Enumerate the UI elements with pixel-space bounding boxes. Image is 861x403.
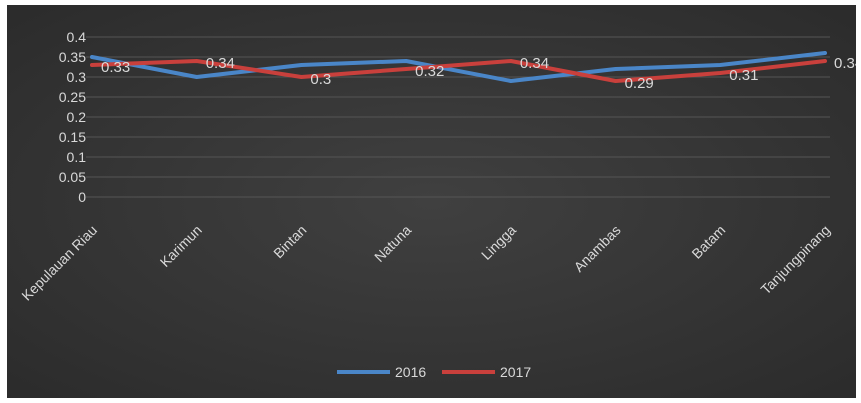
chart-container: 0 0.05 0.1 0.15 0.2 0.25 0.3 0.35 0.4 Kepulauan … bbox=[7, 5, 856, 398]
data-point bbox=[299, 75, 304, 79]
data-point bbox=[509, 79, 513, 83]
series-line-2016 bbox=[90, 51, 827, 83]
data-point bbox=[823, 59, 827, 63]
data-point bbox=[299, 63, 304, 67]
y-tick-label: 0.1 bbox=[67, 149, 87, 165]
series-lines bbox=[90, 51, 827, 83]
y-tick-label: 0.2 bbox=[67, 109, 87, 125]
gridlines bbox=[86, 36, 830, 198]
data-labels: 0.33 0.34 0.3 0.32 0.34 0.29 0.31 0.34 bbox=[101, 55, 856, 92]
series-line-2017 bbox=[90, 59, 827, 83]
data-point bbox=[823, 51, 827, 55]
data-label: 0.34 bbox=[834, 55, 856, 72]
data-label: 0.32 bbox=[415, 63, 444, 80]
y-tick-label: 0.4 bbox=[67, 29, 87, 45]
data-point bbox=[194, 59, 199, 63]
data-point bbox=[404, 67, 408, 71]
y-tick-label: 0.25 bbox=[59, 89, 86, 105]
data-label: 0.34 bbox=[206, 55, 235, 72]
y-tick-label: 0.35 bbox=[59, 49, 86, 65]
data-label: 0.31 bbox=[729, 67, 758, 84]
y-tick-label: 0.15 bbox=[59, 129, 86, 145]
data-point bbox=[194, 75, 199, 79]
data-point bbox=[90, 55, 94, 59]
data-label: 0.3 bbox=[310, 71, 331, 88]
data-point bbox=[404, 59, 408, 63]
legend: 2016 2017 bbox=[337, 364, 531, 380]
data-point bbox=[509, 59, 513, 63]
line-chart: 00.050.10.150.20.250.30.350.4 Kepulauan … bbox=[7, 5, 856, 398]
legend-label: 2017 bbox=[500, 364, 531, 380]
data-point bbox=[718, 63, 723, 67]
data-label: 0.34 bbox=[520, 55, 549, 72]
data-point bbox=[613, 79, 618, 83]
y-tick-label: 0.05 bbox=[59, 169, 86, 185]
data-point bbox=[90, 63, 94, 67]
y-tick-label: 0 bbox=[78, 189, 86, 205]
legend-label: 2016 bbox=[395, 364, 426, 380]
data-point bbox=[718, 71, 723, 75]
data-label: 0.29 bbox=[625, 75, 654, 92]
y-axis-ticks: 0 0.05 0.1 0.15 0.2 0.25 0.3 0.35 0.4 bbox=[59, 29, 86, 205]
chart-background bbox=[7, 5, 856, 398]
y-tick-label: 0.3 bbox=[67, 69, 87, 85]
data-label: 0.33 bbox=[101, 59, 130, 76]
data-point bbox=[613, 67, 618, 71]
